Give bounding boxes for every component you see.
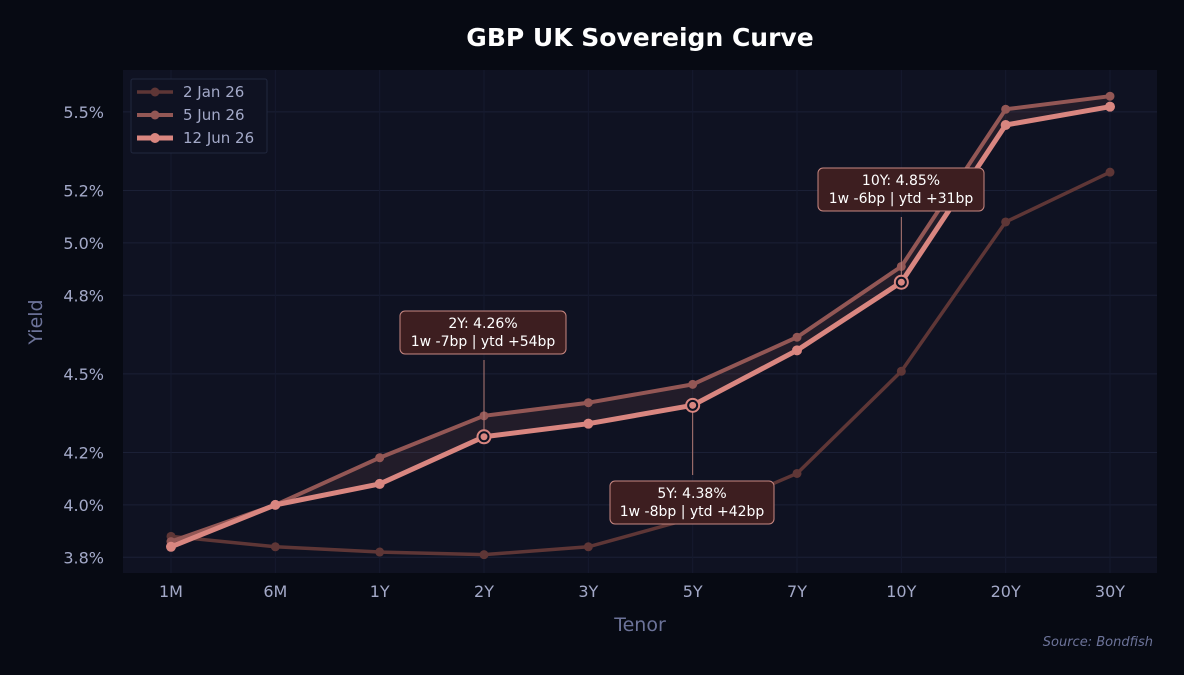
- y-tick-label: 4.8%: [63, 286, 104, 305]
- y-tick-label: 4.5%: [63, 365, 104, 384]
- data-point: [792, 345, 802, 356]
- y-axis-label: Yield: [25, 299, 47, 345]
- legend-label: 5 Jun 26: [183, 106, 245, 124]
- annotation-box: [817, 167, 985, 212]
- x-tick-label: 1M: [159, 582, 183, 601]
- y-tick-label: 4.2%: [63, 443, 104, 462]
- legend-label: 12 Jun 26: [183, 129, 254, 147]
- annotation-line2: 1w -8bp | ytd +42bp: [620, 504, 765, 520]
- data-point: [1001, 217, 1011, 227]
- x-tick-label: 5Y: [683, 582, 703, 601]
- y-tick-label: 3.8%: [63, 548, 104, 567]
- x-tick-label: 1Y: [370, 582, 390, 601]
- y-tick-label: 5.0%: [63, 234, 104, 253]
- legend-swatch-marker: [150, 133, 160, 143]
- series-line: [169, 170, 1112, 557]
- data-point: [1000, 120, 1011, 131]
- source-note: Source: Bondfish: [1043, 635, 1153, 650]
- x-tick-label: 3Y: [578, 582, 598, 601]
- x-tick-label: 7Y: [787, 582, 807, 601]
- legend: 2 Jan 26 5 Jun 26 12 Jun 26: [130, 78, 268, 154]
- data-point: [792, 332, 802, 342]
- annotation-line2: 1w -7bp | ytd +54bp: [411, 334, 556, 350]
- data-point: [1105, 101, 1115, 112]
- highlight-point: [689, 401, 697, 409]
- data-point: [583, 398, 593, 408]
- highlight-point: [897, 278, 905, 286]
- data-point: [583, 542, 593, 552]
- annotation-2y: 2Y: 4.26% 1w -7bp | ytd +54bp: [399, 310, 567, 445]
- annotation-line2: 1w -6bp | ytd +31bp: [829, 191, 974, 207]
- annotation-line1: 2Y: 4.26%: [448, 316, 517, 332]
- legend-swatch-marker: [150, 87, 160, 97]
- y-tick-label: 4.0%: [63, 496, 104, 515]
- x-tick-label: 30Y: [1095, 582, 1125, 601]
- annotation-line1: 10Y: 4.85%: [862, 173, 940, 189]
- data-point: [270, 499, 281, 510]
- x-tick-label: 10Y: [886, 582, 916, 601]
- data-point: [896, 366, 906, 376]
- data-point: [792, 468, 802, 478]
- data-point: [479, 550, 489, 560]
- legend-box: [130, 78, 268, 154]
- data-point: [375, 453, 385, 463]
- chart-title: GBP UK Sovereign Curve: [466, 23, 813, 52]
- x-tick-label: 20Y: [991, 582, 1021, 601]
- data-point: [375, 547, 385, 557]
- annotation-10y: 10Y: 4.85% 1w -6bp | ytd +31bp: [817, 167, 985, 290]
- data-point: [583, 418, 594, 429]
- legend-swatch-marker: [150, 110, 160, 120]
- data-point: [166, 541, 176, 552]
- data-point: [1001, 104, 1011, 114]
- x-tick-label: 2Y: [474, 582, 494, 601]
- annotation-box: [609, 480, 775, 525]
- y-ticks: 3.8% 4.0% 4.2% 4.5% 4.8% 5.0% 5.2% 5.5%: [63, 103, 104, 567]
- highlight-point: [480, 433, 488, 441]
- x-tick-label: 6M: [263, 582, 287, 601]
- legend-label: 2 Jan 26: [183, 83, 244, 101]
- y-tick-label: 5.2%: [63, 182, 104, 201]
- x-axis-label: Tenor: [613, 614, 666, 636]
- data-point: [1105, 91, 1115, 101]
- data-point: [270, 542, 280, 552]
- annotations: 2Y: 4.26% 1w -7bp | ytd +54bp 5Y: 4.38% 1w …: [399, 167, 985, 525]
- data-point: [374, 478, 385, 489]
- data-point: [1105, 167, 1115, 177]
- data-point: [688, 379, 698, 389]
- annotation-box: [399, 310, 567, 355]
- annotation-line1: 5Y: 4.38%: [657, 486, 726, 502]
- annotation-5y: 5Y: 4.38% 1w -8bp | ytd +42bp: [609, 397, 775, 525]
- x-ticks: 1M 6M 1Y 2Y 3Y 5Y 7Y 10Y 20Y 30Y: [159, 582, 1125, 601]
- y-tick-label: 5.5%: [63, 103, 104, 122]
